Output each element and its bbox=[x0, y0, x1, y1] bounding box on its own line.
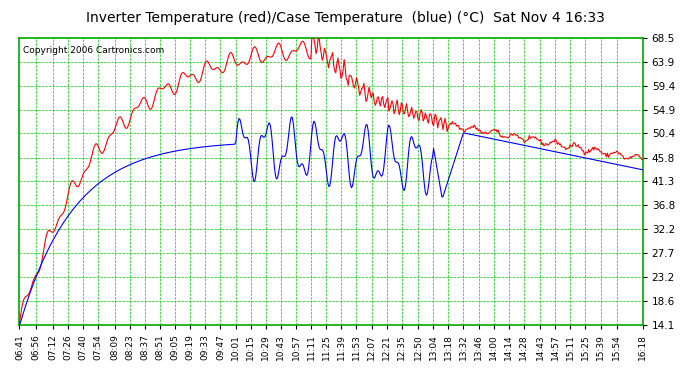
Text: Copyright 2006 Cartronics.com: Copyright 2006 Cartronics.com bbox=[23, 46, 164, 56]
Text: Inverter Temperature (red)/Case Temperature  (blue) (°C)  Sat Nov 4 16:33: Inverter Temperature (red)/Case Temperat… bbox=[86, 11, 604, 25]
